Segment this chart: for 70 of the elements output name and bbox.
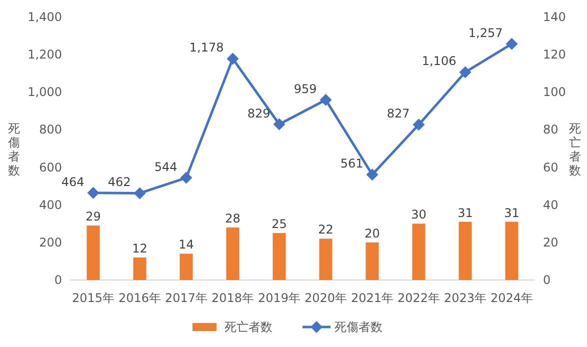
x-tick-label: 2024年 — [490, 291, 534, 305]
data-label: 959 — [294, 82, 317, 96]
data-label: 30 — [411, 208, 426, 222]
data-label: 29 — [86, 210, 101, 224]
point — [459, 66, 472, 78]
data-label: 464 — [61, 174, 84, 189]
x-tick-label: 2023年 — [444, 291, 487, 305]
y2-tick-label: 60 — [543, 160, 558, 174]
y-tick-label: 1,000 — [28, 85, 62, 100]
y2-tick-label: 120 — [543, 48, 566, 62]
data-label: 462 — [108, 175, 131, 190]
x-tick-label: 2019年 — [258, 291, 301, 305]
y-tick-label: 600 — [39, 160, 62, 174]
y2-axis-title: 死亡者数 — [569, 122, 581, 178]
bar — [133, 257, 146, 280]
y-tick-label: 800 — [39, 122, 62, 137]
point — [134, 187, 146, 200]
data-label: 14 — [178, 238, 194, 252]
data-label: 31 — [504, 206, 520, 220]
data-label: 1,106 — [422, 54, 456, 68]
data-label: 829 — [247, 106, 270, 120]
y-axis-title: 死傷者数 — [7, 122, 20, 178]
legend-label: 死傷者数 — [334, 320, 382, 334]
data-label: 25 — [272, 217, 287, 232]
y-tick-label: 0 — [54, 273, 62, 287]
y-tick-label: 200 — [39, 235, 62, 250]
point — [506, 38, 518, 50]
data-label: 561 — [340, 156, 364, 171]
bar — [319, 238, 332, 280]
legend-label: 死亡者数 — [224, 320, 272, 334]
y-tick-label: 1,200 — [28, 48, 62, 62]
y2-tick-label: 80 — [543, 122, 558, 137]
y2-tick-label: 20 — [543, 235, 558, 250]
y-tick-label: 400 — [39, 198, 62, 212]
bar — [505, 222, 518, 280]
x-tick-label: 2015年 — [72, 291, 115, 305]
bar — [226, 227, 240, 280]
point — [273, 118, 286, 130]
point — [226, 52, 239, 65]
x-tick-label: 2017年 — [164, 291, 208, 305]
y2-tick-label: 40 — [543, 198, 558, 212]
data-label: 28 — [225, 211, 240, 226]
data-label: 544 — [154, 160, 178, 174]
point — [412, 118, 425, 131]
point — [180, 172, 192, 184]
data-label: 1,178 — [189, 40, 224, 55]
bar — [180, 254, 193, 280]
y-tick-label: 1,400 — [28, 10, 62, 24]
x-tick-label: 2021年 — [350, 291, 394, 305]
bar — [86, 226, 100, 280]
point — [366, 168, 378, 181]
x-tick-label: 2016年 — [118, 291, 162, 305]
data-label: 22 — [318, 222, 334, 237]
x-tick-label: 2022年 — [397, 291, 440, 305]
y2-tick-label: 100 — [543, 85, 566, 100]
data-label: 12 — [132, 241, 148, 256]
point — [320, 94, 332, 106]
x-tick-label: 2018年 — [211, 291, 254, 305]
bar — [272, 233, 286, 280]
y2-tick-label: 140 — [543, 10, 566, 24]
y2-tick-label: 0 — [543, 273, 551, 287]
data-label: 31 — [458, 206, 473, 220]
bar — [412, 224, 426, 280]
point — [87, 186, 100, 199]
data-label: 20 — [364, 226, 380, 240]
x-tick-label: 2020年 — [304, 291, 348, 305]
data-label: 827 — [386, 106, 410, 121]
bar — [458, 222, 472, 280]
bar — [366, 242, 379, 280]
data-label: 1,257 — [468, 26, 503, 40]
